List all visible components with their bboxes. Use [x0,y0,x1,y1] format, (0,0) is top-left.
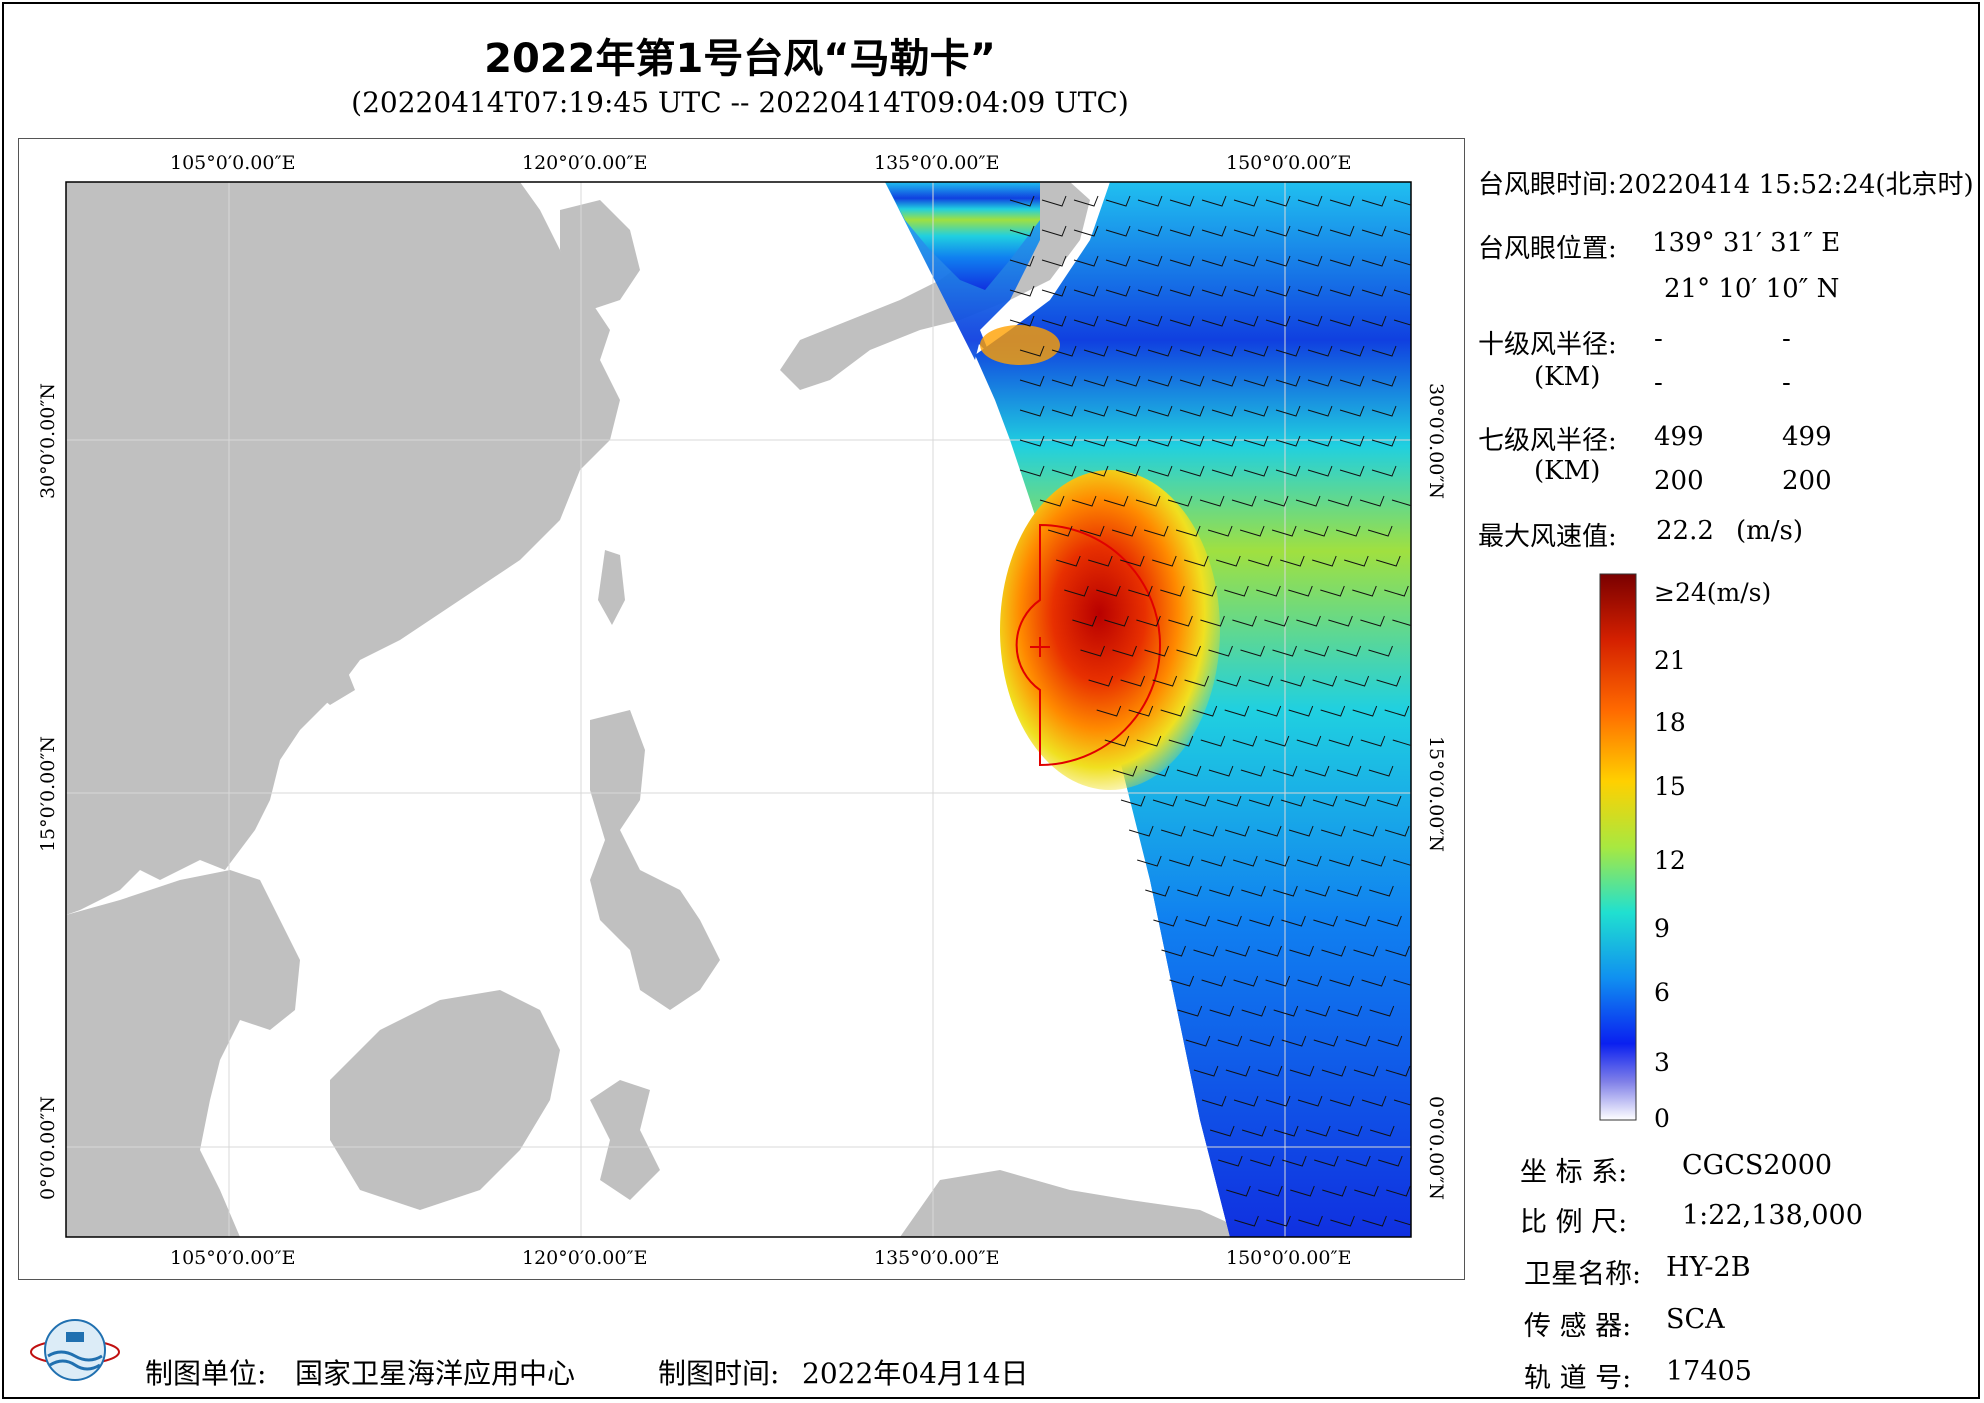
wind-swath-north [885,182,1040,290]
colorbar-label-9: 9 [1654,914,1670,943]
r7-value-2: 499 [1782,422,1832,452]
r10-label: 十级风半径: [1478,330,1617,360]
colorbar-label-0: 0 [1654,1104,1670,1133]
land-sulawesi [590,1080,660,1200]
max-wind-unit: (m/s) [1736,516,1804,546]
r10-unit: (KM) [1534,362,1601,392]
production-time-label: 制图时间: [658,1357,780,1390]
land-korea [560,200,640,310]
crs-label: 坐 标 系: [1520,1157,1628,1188]
eye-time-value: 20220414 15:52:24(北京时) [1618,170,1974,200]
lat-label-0-left: 0°0′0.00″N [37,1095,60,1201]
lon-label-105-bottom: 105°0′0.00″E [170,1247,296,1269]
high-wind-core [1000,470,1220,790]
colorbar-label-3: 3 [1654,1048,1670,1077]
max-wind-label: 最大风速值: [1478,522,1617,552]
r7-value-4: 200 [1782,466,1832,496]
land-indochina [66,870,300,1237]
lat-label-30-left: 30°0′0.00″N [37,382,60,500]
crs-value: CGCS2000 [1682,1150,1833,1181]
r10-value-4: - [1782,368,1791,398]
land-asia-mainland [66,182,620,915]
land-philippines [590,710,720,1010]
production-time-value: 2022年04月14日 [802,1357,1029,1390]
lon-label-135-top: 135°0′0.00″E [874,152,1000,174]
lat-label-15-right: 15°0′0.00″N [1425,735,1448,853]
colorbar-label-12: 12 [1654,846,1686,875]
eye-longitude: 139° 31′ 31″ E [1652,228,1841,258]
nsoas-logo-icon [30,1319,120,1381]
eye-time-label: 台风眼时间: [1478,170,1617,200]
r7-value-3: 200 [1654,466,1704,496]
producer-value: 国家卫星海洋应用中心 [295,1357,576,1390]
r10-value-1: - [1654,324,1663,354]
r10-value-2: - [1782,324,1791,354]
lon-label-120-bottom: 120°0′0.00″E [522,1247,648,1269]
land-sumatra [66,1100,180,1237]
sensor-label: 传 感 器: [1524,1311,1632,1342]
satellite-value: HY-2B [1666,1252,1751,1283]
lat-label-30-right: 30°0′0.00″N [1425,382,1448,500]
colorbar-label-21: 21 [1654,646,1686,675]
colorbar-label-6: 6 [1654,978,1670,1007]
colorbar-label-15: 15 [1654,772,1686,801]
lon-label-135-bottom: 135°0′0.00″E [874,1247,1000,1269]
producer-label: 制图单位: [145,1357,267,1390]
lat-label-0-right: 0°0′0.00″N [1425,1095,1448,1201]
orbit-label: 轨 道 号: [1524,1363,1632,1394]
r7-value-1: 499 [1654,422,1704,452]
north-high-wind [980,325,1060,365]
graticule [66,182,1411,1237]
typhoon-marker[interactable] [1015,523,1162,767]
colorbar-label-18: 18 [1654,708,1686,737]
scale-label: 比 例 尺: [1520,1207,1628,1238]
lat-label-15-left: 15°0′0.00″N [37,735,60,853]
map-border [65,181,1412,1238]
satellite-label: 卫星名称: [1524,1259,1642,1290]
land-new-guinea [900,1170,1260,1237]
max-wind-value: 22.2 [1656,516,1714,546]
r7-label: 七级风半径: [1478,426,1617,456]
page-title: 2022年第1号台风“马勒卡” [484,36,996,82]
lon-label-105-top: 105°0′0.00″E [170,152,296,174]
colorbar-label-24: ≥24(m/s) [1654,578,1772,607]
eye-position-label: 台风眼位置: [1478,234,1617,264]
r10-value-3: - [1654,368,1663,398]
lon-label-150-bottom: 150°0′0.00″E [1226,1247,1352,1269]
lon-label-150-top: 150°0′0.00″E [1226,152,1352,174]
sensor-value: SCA [1666,1304,1725,1335]
eye-latitude: 21° 10′ 10″ N [1664,274,1840,304]
scale-value: 1:22,138,000 [1682,1200,1863,1231]
colorbar [1599,573,1637,1121]
time-range-subtitle: (20220414T07:19:45 UTC -- 20220414T09:04… [351,86,1129,119]
land-hainan [312,665,355,705]
lon-label-120-top: 120°0′0.00″E [522,152,648,174]
land-borneo [330,990,560,1210]
wind-barbs [1009,195,1411,1227]
orbit-value: 17405 [1666,1356,1752,1387]
map-frame [18,138,1465,1280]
r7-unit: (KM) [1534,456,1601,486]
land-taiwan [598,550,625,625]
